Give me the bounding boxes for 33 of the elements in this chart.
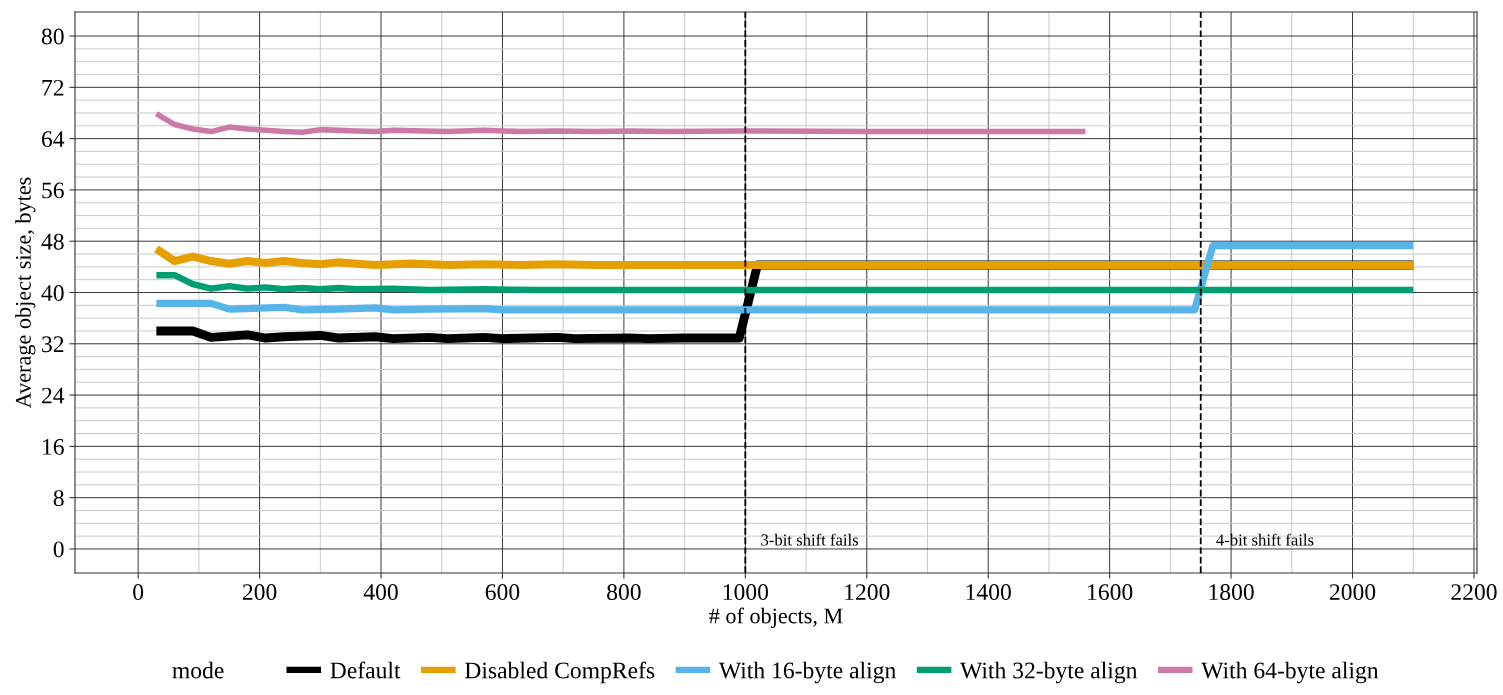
- y-tick-label: 64: [41, 131, 65, 148]
- x-tick-label: 800: [607, 584, 641, 601]
- x-tick-label: 1000: [723, 584, 769, 601]
- y-tick-label: 48: [41, 233, 64, 250]
- x-tick-label: 200: [242, 584, 277, 601]
- y-tick-label: 24: [42, 387, 65, 404]
- y-axis-title: Average object size, bytes: [15, 177, 36, 409]
- y-tick-label: 32: [42, 336, 64, 353]
- y-tick-label: 8: [53, 490, 64, 507]
- x-tick-label: 1800: [1209, 584, 1254, 601]
- x-tick-label: 1600: [1088, 584, 1133, 601]
- legend-label: With 16-byte align: [718, 661, 896, 684]
- legend-label: With 64-byte align: [1201, 661, 1379, 684]
- x-tick-label: 0: [133, 584, 144, 601]
- x-tick-label: 2200: [1451, 584, 1497, 601]
- ref-line-label: 3-bit shift fails: [761, 533, 859, 546]
- x-tick-label: 2000: [1329, 584, 1376, 601]
- x-axis-title: # of objects, M: [709, 607, 843, 628]
- x-tick-label: 1400: [966, 584, 1011, 601]
- x-tick-label: 600: [485, 584, 520, 601]
- legend-label: With 32-byte align: [960, 661, 1138, 684]
- ref-line-label: 4-bit shift fails: [1216, 533, 1314, 546]
- x-tick-label: 1200: [845, 584, 890, 601]
- y-tick-label: 72: [42, 79, 64, 96]
- y-tick-label: 16: [43, 438, 64, 455]
- y-tick-label: 56: [42, 182, 64, 199]
- y-tick-label: 0: [53, 541, 64, 558]
- legend-label: Default: [330, 661, 401, 679]
- x-tick-label: 400: [363, 584, 398, 601]
- legend-label: Disabled CompRefs: [464, 661, 655, 684]
- y-tick-label: 40: [41, 284, 64, 301]
- y-tick-label: 80: [41, 28, 64, 45]
- legend-title: mode: [172, 661, 224, 679]
